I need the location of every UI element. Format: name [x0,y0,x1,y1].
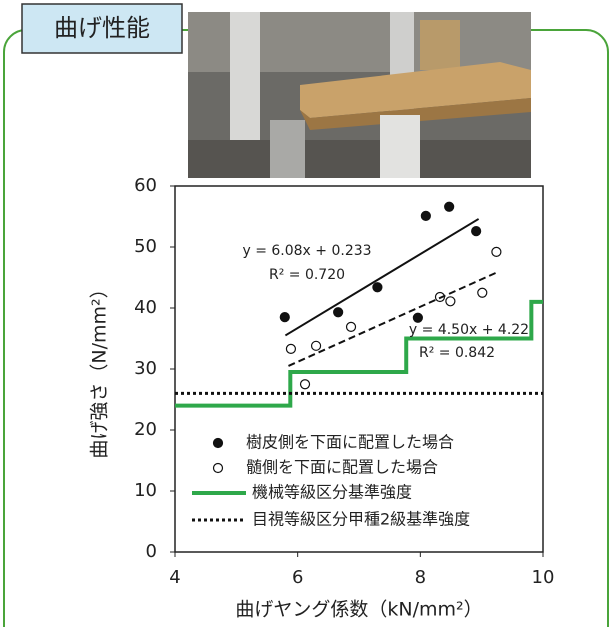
legend-label: 目視等級区分甲種2級基準強度 [252,510,470,529]
data-point [491,246,502,257]
data-point [471,226,482,237]
y-tick-label: 0 [146,541,157,562]
annotation: y = 6.08x + 0.233 [242,243,371,259]
data-point [333,307,344,318]
data-line [288,271,497,367]
annotation: y = 4.50x + 4.22 [409,322,529,338]
data-point [445,296,456,307]
y-tick-label: 40 [134,297,157,318]
legend-marker [212,462,224,474]
x-tick-label: 10 [532,567,555,588]
data-point [310,340,322,351]
y-tick-label: 30 [134,358,157,379]
y-tick-label: 20 [134,419,157,440]
data-point [285,343,297,354]
x-tick-label: 8 [415,567,426,588]
legend-label: 髄側を下面に配置した場合 [246,458,438,477]
y-tick-label: 10 [134,480,157,501]
title-tab [21,3,183,54]
data-line [175,299,543,408]
x-tick-label: 6 [292,567,303,588]
y-tick-label: 50 [134,236,157,257]
y-axis-label: 曲げ強さ（N/mm²） [89,279,111,458]
data-point [420,210,431,221]
data-point [412,312,423,323]
data-point [279,312,290,323]
x-tick-label: 4 [169,567,180,588]
data-point [372,282,383,293]
legend-label: 機械等級区分基準強度 [252,483,412,502]
legend-marker [212,437,224,449]
photo [188,12,531,178]
data-point [477,287,488,298]
y-tick-label: 60 [134,175,157,196]
data-line [284,218,480,337]
data-point [299,379,311,390]
x-axis-label: 曲げヤング係数（kN/mm²） [235,599,482,621]
legend-label: 樹皮側を下面に配置した場合 [246,433,454,452]
panel-title: 曲げ性能 [54,14,150,42]
annotation: R² = 0.720 [269,267,345,283]
data-point [444,201,455,212]
annotation: R² = 0.842 [419,345,495,361]
data-point [345,321,357,333]
